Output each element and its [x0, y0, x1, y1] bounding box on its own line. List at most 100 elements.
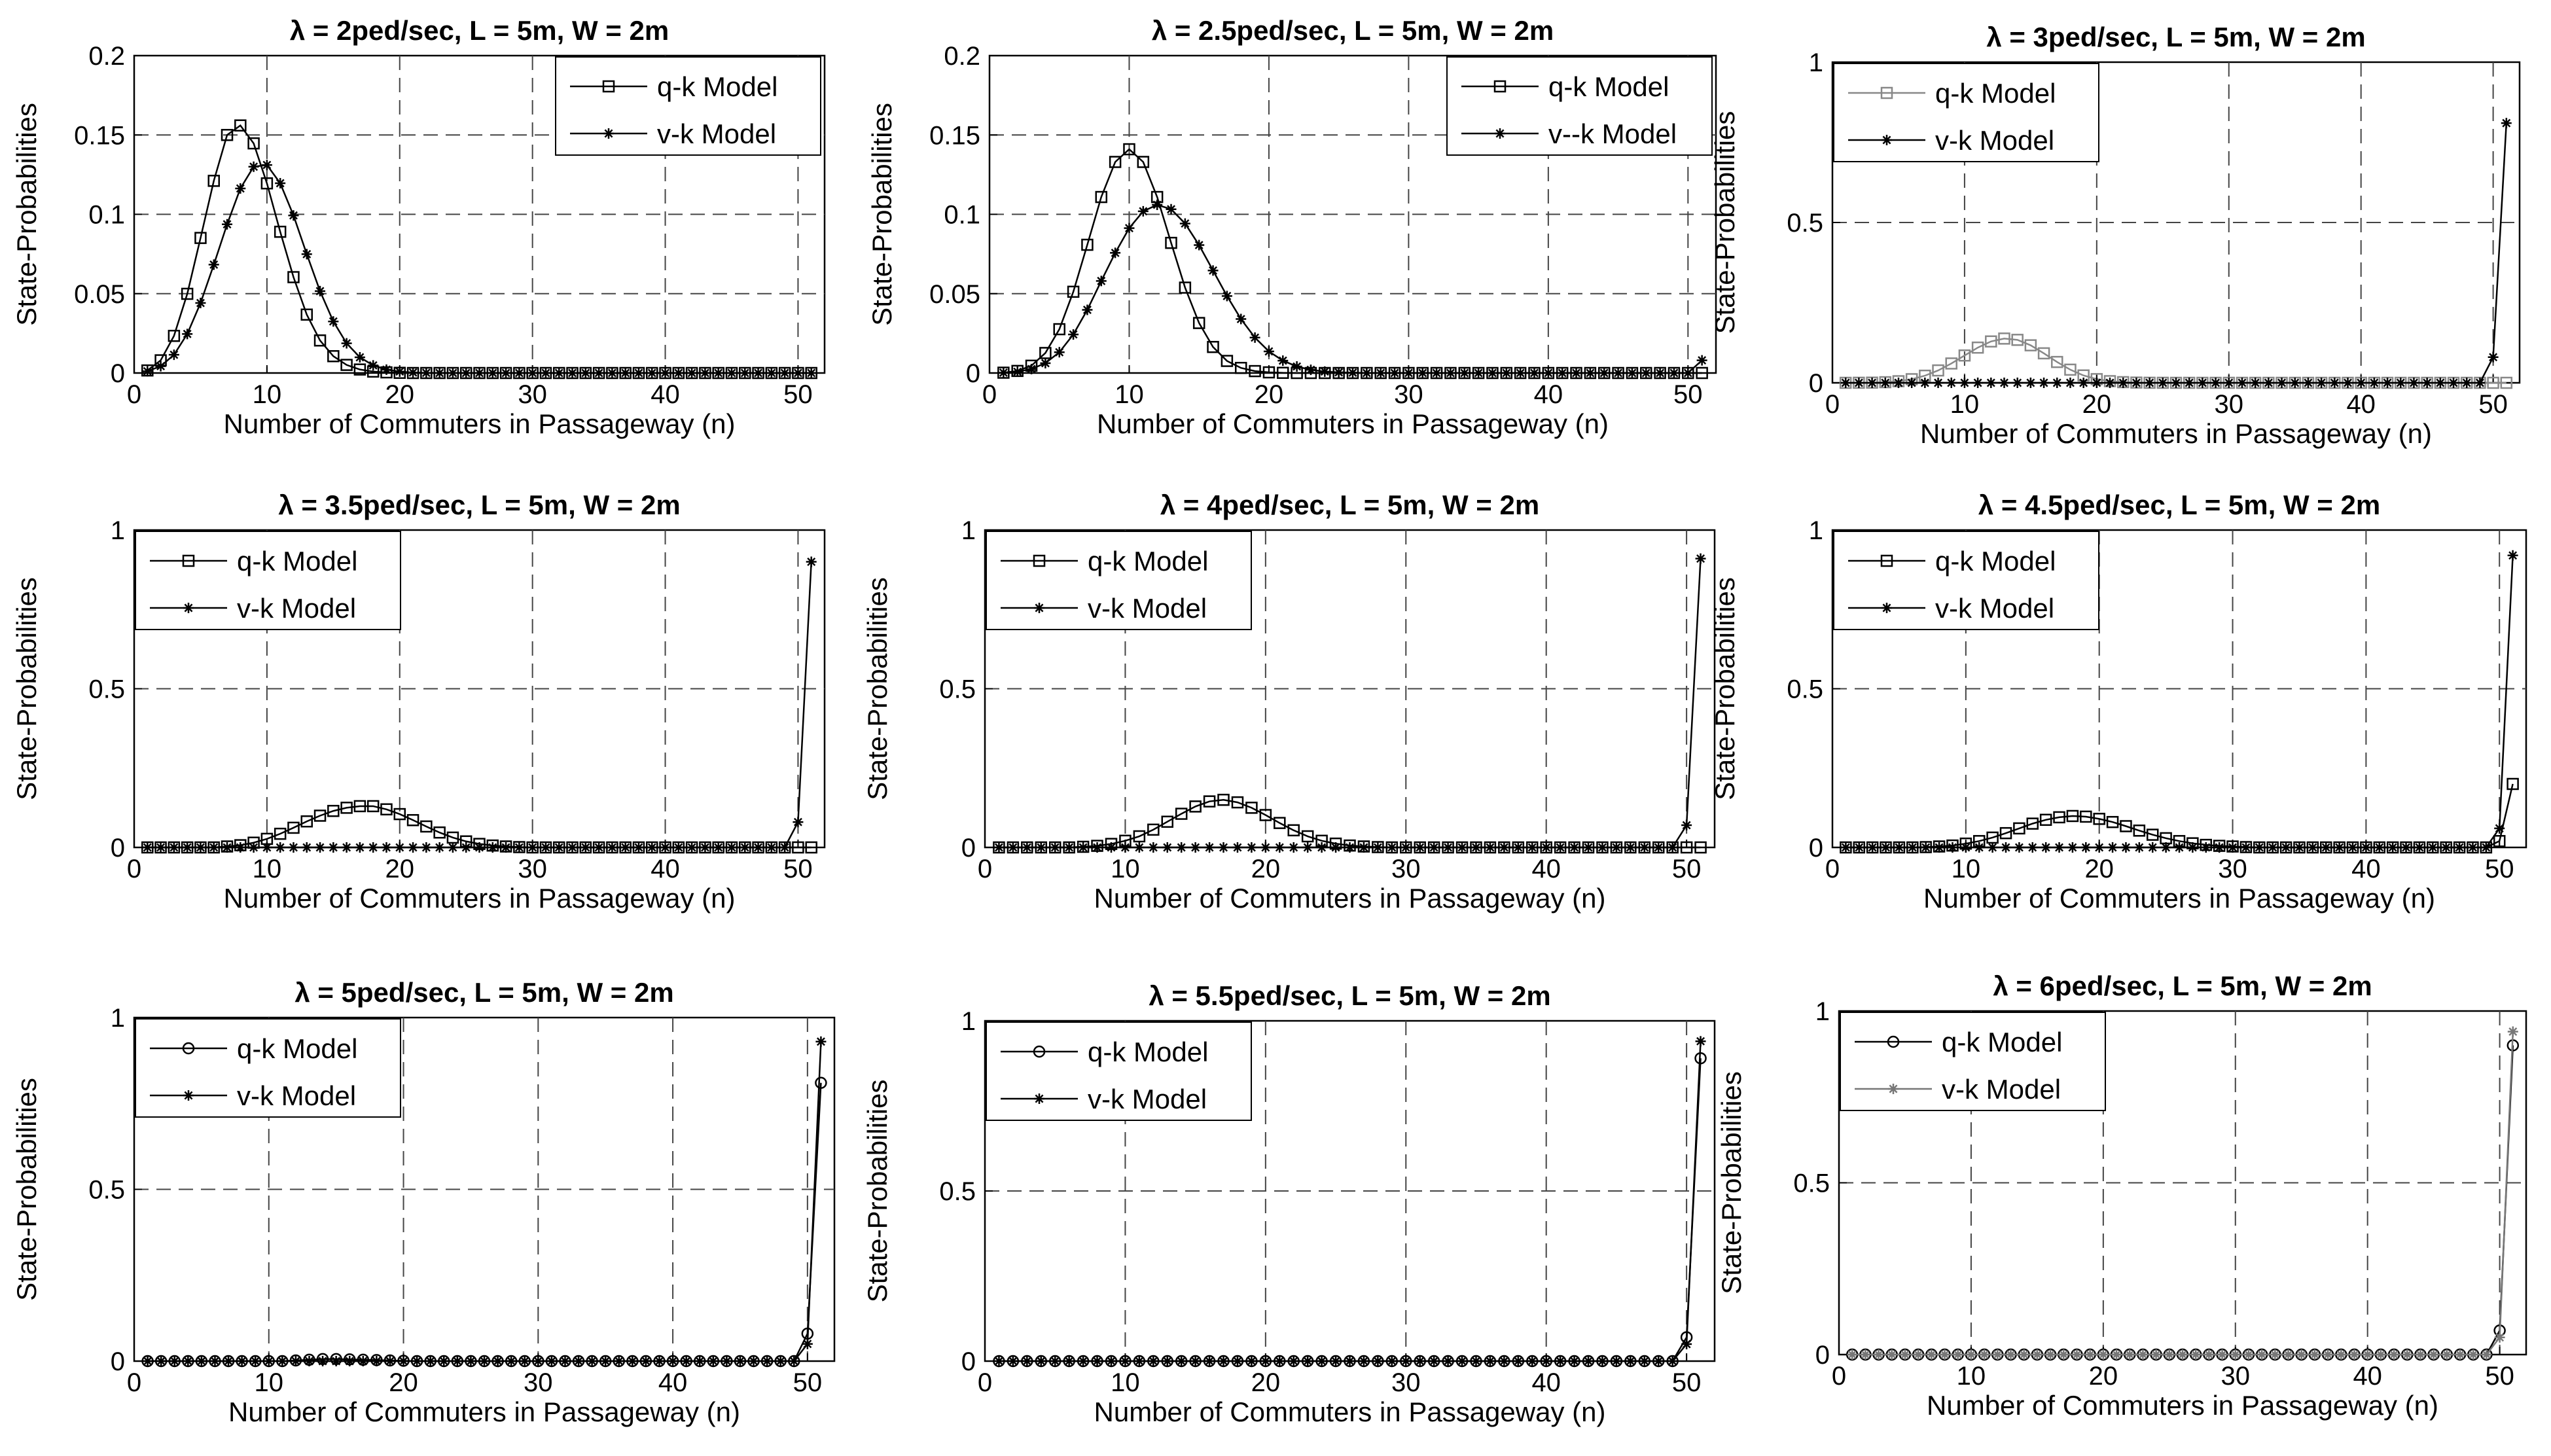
data-point [277, 1356, 288, 1366]
data-point [2094, 842, 2105, 853]
data-point [142, 842, 153, 853]
data-point [1569, 842, 1580, 853]
data-point [398, 1356, 409, 1366]
x-axis-label: Number of Commuters in Passageway (n) [1920, 418, 2432, 449]
data-point [1403, 368, 1414, 378]
legend-marker [182, 1042, 195, 1055]
data-point [2467, 842, 2478, 853]
data-point [1880, 842, 1891, 853]
data-point [274, 225, 287, 238]
data-point [1853, 842, 1864, 853]
legend-label: v-k Model [237, 1080, 356, 1111]
legend-label: q-k Model [1088, 1037, 1208, 1067]
data-point [506, 1356, 517, 1366]
data-point [250, 1356, 261, 1366]
data-point [487, 368, 498, 378]
data-point [2084, 1349, 2096, 1360]
data-point [2321, 842, 2332, 853]
data-point [2157, 378, 2168, 388]
data-point [368, 360, 379, 371]
data-point [169, 1356, 180, 1366]
x-tick-label: 30 [1391, 1368, 1421, 1397]
y-axis-label: State-Probabilities [862, 1080, 893, 1303]
legend-label: q-k Model [1935, 78, 2056, 109]
data-point [1372, 1356, 1383, 1366]
data-point [1654, 368, 1666, 378]
y-axis-label: State-Probabilities [1709, 111, 1740, 334]
data-point [2067, 842, 2078, 853]
data-point [1920, 842, 1931, 853]
data-point [2506, 777, 2519, 790]
data-point [1175, 808, 1188, 820]
data-point [2455, 1349, 2466, 1360]
data-point [479, 1356, 490, 1366]
data-point [2493, 835, 2506, 847]
data-point [2024, 339, 2037, 351]
data-point [1274, 1356, 1285, 1366]
data-point [1866, 378, 1878, 388]
data-point [2408, 378, 2419, 388]
x-axis-label: Number of Commuters in Passageway (n) [1094, 883, 1606, 914]
x-tick-label: 20 [1255, 380, 1284, 409]
data-point [567, 842, 578, 853]
legend-box [1840, 1012, 2106, 1111]
x-axis-label: Number of Commuters in Passageway (n) [1923, 883, 2435, 914]
data-point [1162, 1356, 1173, 1366]
data-point [2250, 378, 2261, 388]
data-point [2080, 810, 2092, 823]
x-tick-label: 30 [2218, 855, 2247, 883]
legend-marker [1033, 554, 1046, 567]
y-tick-label: 0.5 [1787, 209, 1823, 238]
data-point [753, 842, 764, 853]
y-axis-label: State-Probabilities [11, 577, 42, 800]
data-point [726, 842, 737, 853]
data-point [2500, 376, 2513, 389]
data-point [1260, 1356, 1271, 1366]
y-tick-label: 0 [961, 834, 976, 862]
data-point [1932, 364, 1944, 377]
data-point [748, 1356, 759, 1366]
data-point [182, 328, 193, 340]
data-point [594, 368, 605, 378]
data-point [1179, 218, 1190, 229]
data-point [1361, 368, 1372, 378]
data-point [2190, 1349, 2202, 1360]
data-point [1305, 364, 1316, 376]
data-point [2131, 378, 2142, 388]
data-point [681, 1356, 692, 1366]
x-tick-label: 40 [1531, 855, 1561, 883]
legend-marker [1887, 1035, 1900, 1048]
chart-title: λ = 4.5ped/sec, L = 5m, W = 2m [1978, 489, 2380, 520]
data-point [627, 1356, 638, 1366]
data-point [1249, 364, 1261, 378]
data-point [1330, 1356, 1342, 1366]
y-tick-label: 0 [1809, 369, 1823, 398]
data-point [2276, 378, 2287, 388]
x-tick-label: 20 [389, 1368, 418, 1397]
data-point [580, 368, 591, 378]
data-point [1499, 1356, 1510, 1366]
data-point [222, 842, 233, 853]
y-tick-label: 0.5 [1793, 1169, 1830, 1198]
data-point [2402, 1349, 2413, 1360]
data-point [687, 842, 698, 853]
data-point [1246, 842, 1257, 853]
data-point [660, 368, 671, 378]
data-point [1457, 1356, 1468, 1366]
data-point [1947, 842, 1958, 853]
data-point [1611, 1356, 1622, 1366]
data-point [1998, 332, 2010, 345]
data-point [1597, 1356, 1608, 1366]
x-tick-label: 40 [651, 380, 680, 409]
data-point [1541, 842, 1552, 853]
data-point [287, 271, 300, 283]
data-point [380, 803, 393, 816]
data-point [368, 842, 379, 853]
data-point [301, 249, 312, 260]
x-tick-label: 30 [1391, 855, 1421, 883]
data-point [1696, 355, 1707, 366]
legend-marker [1493, 80, 1507, 93]
y-tick-label: 0 [1809, 834, 1823, 862]
data-point [2174, 842, 2185, 853]
data-point [1958, 349, 1971, 362]
